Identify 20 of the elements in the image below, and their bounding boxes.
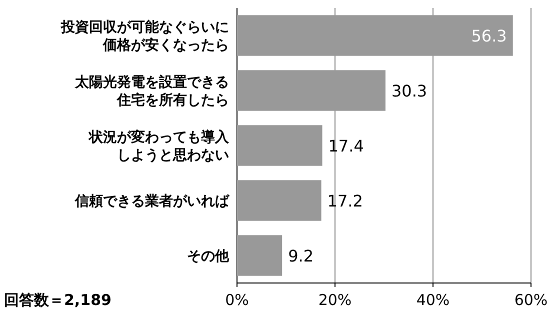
- data-label: 17.2: [327, 192, 363, 210]
- x-tick-label: 40%: [416, 291, 450, 309]
- bar: [237, 70, 386, 111]
- bar: [237, 180, 322, 221]
- data-label: 9.2: [288, 246, 314, 266]
- bar: [237, 15, 513, 56]
- data-label: 17.4: [328, 136, 364, 156]
- y-tick-label: その他: [187, 248, 230, 264]
- bar: [237, 235, 282, 276]
- text: 回答数＝2,189: [4, 291, 112, 309]
- data-label: 30.3: [391, 82, 428, 100]
- y-tick-label: 太陽光発電を設置できる住宅を所有したら: [74, 74, 229, 108]
- y-tick-label: 信頼できる業者がいれば: [74, 194, 230, 210]
- bar: [237, 125, 322, 166]
- x-tick-label: 0%: [225, 291, 249, 309]
- x-tick-label: 60%: [514, 291, 548, 309]
- x-tick-label: 20%: [318, 291, 352, 309]
- y-tick-label: 投資回収が可能なぐらいに価格が安くなったら: [60, 20, 229, 54]
- y-tick-label: 状況が変わっても導入しようと思わない: [88, 128, 230, 164]
- data-label: 56.3: [471, 26, 507, 46]
